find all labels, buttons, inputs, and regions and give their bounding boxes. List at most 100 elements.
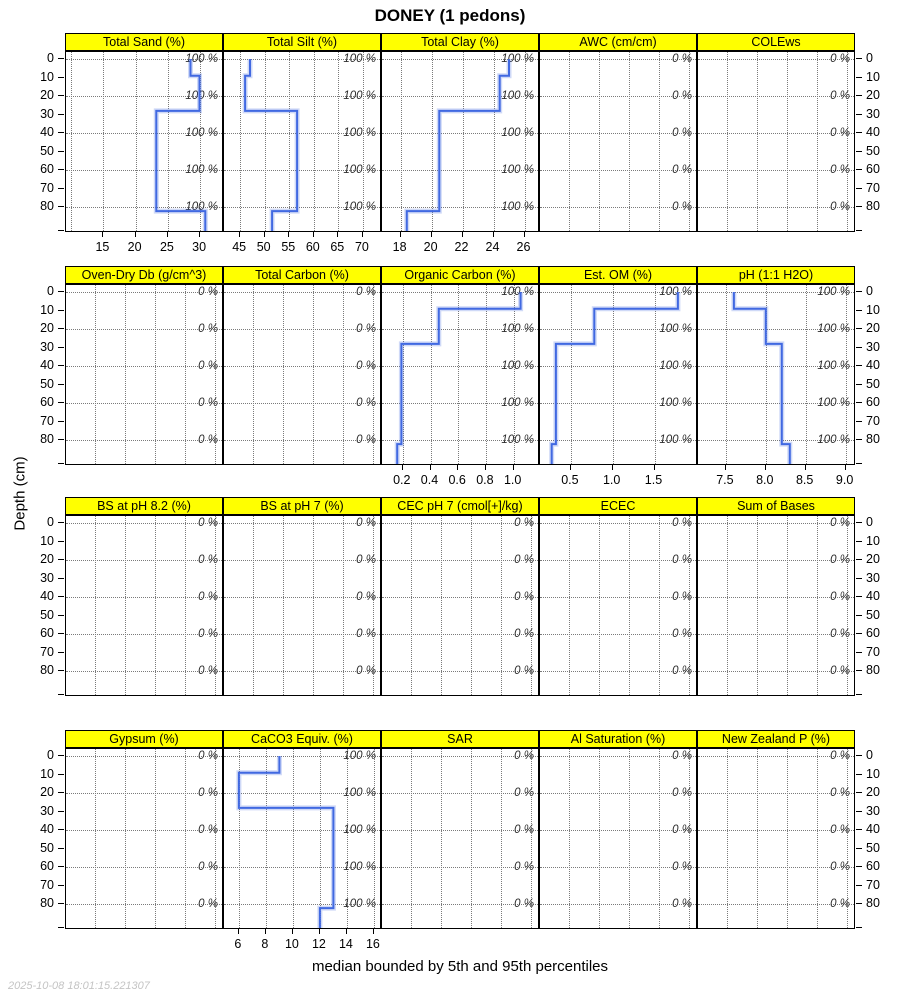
grid-line-vertical [343, 516, 344, 695]
grid-line-vertical [265, 749, 267, 928]
percentile-band [236, 756, 336, 928]
grid-line-vertical [313, 285, 314, 464]
contributing-fraction-label: 0 % [198, 861, 218, 874]
contributing-fraction-label: 100 % [343, 53, 376, 65]
x-axis-tick [611, 465, 613, 470]
depth-tick [856, 694, 862, 695]
grid-line-vertical [689, 749, 690, 928]
depth-tick-label: 20 [866, 321, 880, 336]
x-axis-tick-label: 14 [338, 937, 353, 951]
median-line [550, 292, 679, 464]
contributing-fraction-label: 0 % [356, 434, 376, 447]
grid-line-vertical [757, 52, 758, 231]
contributing-fraction-label: 0 % [830, 750, 850, 762]
grid-line-vertical [629, 52, 630, 231]
median-line [155, 59, 207, 231]
x-axis-tick-label: 0.6 [448, 473, 466, 487]
grid-line-vertical [338, 52, 340, 231]
timestamp: 2025-10-08 18:01:15.221307 [8, 980, 150, 992]
depth-tick-label: 80 [40, 663, 54, 678]
contributing-fraction-label: 100 % [343, 861, 376, 874]
grid-line-horizontal [540, 793, 696, 795]
grid-line-vertical [765, 285, 767, 464]
median-line [405, 59, 510, 231]
grid-line-vertical [817, 516, 818, 695]
grid-line-vertical [845, 285, 847, 464]
depth-tick [58, 383, 64, 385]
profile-panel: 0 % 0 % 0 % 0 % 0 % [697, 748, 855, 929]
contributing-fraction-label: 0 % [830, 127, 850, 140]
grid-line-vertical [524, 52, 526, 231]
grid-line-horizontal [382, 133, 538, 135]
profile-line-svg [549, 292, 681, 464]
depth-tick [856, 95, 862, 97]
grid-line-horizontal [540, 830, 696, 832]
contributing-fraction-label: 0 % [672, 750, 692, 762]
depth-tick [58, 291, 64, 292]
grid-line-horizontal [66, 830, 222, 832]
contributing-fraction-label: 0 % [672, 861, 692, 874]
grid-line-horizontal [698, 830, 854, 832]
contributing-fraction-label: 0 % [356, 323, 376, 336]
contributing-fraction-label: 0 % [672, 201, 692, 214]
x-axis-tick-label: 55 [281, 240, 296, 254]
profile-panel: 0 % 0 % 0 % 0 % 0 % [223, 284, 381, 465]
grid-line-horizontal [382, 560, 538, 562]
contributing-fraction-label: 100 % [659, 360, 692, 373]
plot-caption: median bounded by 5th and 95th percentil… [311, 958, 609, 975]
grid-line-vertical [513, 285, 515, 464]
grid-line-horizontal [540, 560, 696, 562]
contributing-fraction-label: 0 % [514, 517, 534, 529]
x-axis-tick [569, 465, 571, 470]
contributing-fraction-label: 100 % [501, 360, 534, 373]
grid-line-horizontal [382, 329, 538, 331]
depth-tick [856, 291, 862, 292]
grid-line-horizontal [224, 329, 380, 331]
x-axis-tick [372, 929, 374, 934]
grid-line-vertical [612, 285, 614, 464]
depth-tick-label: 30 [866, 106, 880, 121]
depth-tick-label: 80 [40, 199, 54, 214]
grid-line-vertical [501, 749, 502, 928]
median-line [732, 292, 791, 464]
grid-line-horizontal [540, 756, 696, 757]
contributing-fraction-label: 0 % [198, 360, 218, 373]
x-axis-tick [166, 232, 168, 237]
depth-tick-label: 20 [40, 552, 54, 567]
contributing-fraction-label: 100 % [659, 323, 692, 336]
strip-label: COLEws [697, 33, 855, 51]
grid-line-vertical [373, 516, 374, 695]
x-axis-tick-label: 6 [234, 937, 242, 951]
median-line [396, 292, 522, 464]
depth-tick-label: 20 [866, 552, 880, 567]
depth-tick [58, 633, 64, 635]
depth-tick [58, 132, 64, 134]
grid-line-vertical [125, 516, 126, 695]
grid-line-vertical [689, 52, 690, 231]
grid-line-vertical [343, 285, 344, 464]
depth-tick [856, 309, 862, 311]
depth-tick-label: 60 [866, 162, 880, 177]
strip-label: Sum of Bases [697, 497, 855, 515]
grid-line-vertical [441, 516, 442, 695]
grid-line-horizontal [698, 793, 854, 795]
depth-tick-label: 10 [866, 766, 880, 781]
contributing-fraction-label: 100 % [343, 898, 376, 911]
depth-tick [856, 522, 862, 523]
profile-panel: 0 % 0 % 0 % 0 % 0 % [539, 515, 697, 696]
contributing-fraction-label: 0 % [198, 286, 218, 298]
depth-tick-label: 70 [40, 877, 54, 892]
contributing-fraction-label: 0 % [198, 397, 218, 410]
grid-line-vertical [727, 516, 728, 695]
x-axis-tick-label: 1.0 [503, 473, 522, 487]
depth-tick-label: 60 [866, 395, 880, 410]
depth-tick-label: 40 [866, 822, 880, 837]
x-axis-tick [263, 232, 265, 237]
grid-line-vertical [95, 516, 96, 695]
grid-line-horizontal [540, 440, 696, 442]
contributing-fraction-label: 100 % [659, 286, 692, 298]
contributing-fraction-label: 0 % [830, 861, 850, 874]
contributing-fraction-label: 100 % [817, 434, 850, 447]
contributing-fraction-label: 0 % [672, 591, 692, 604]
grid-line-horizontal [698, 329, 854, 331]
